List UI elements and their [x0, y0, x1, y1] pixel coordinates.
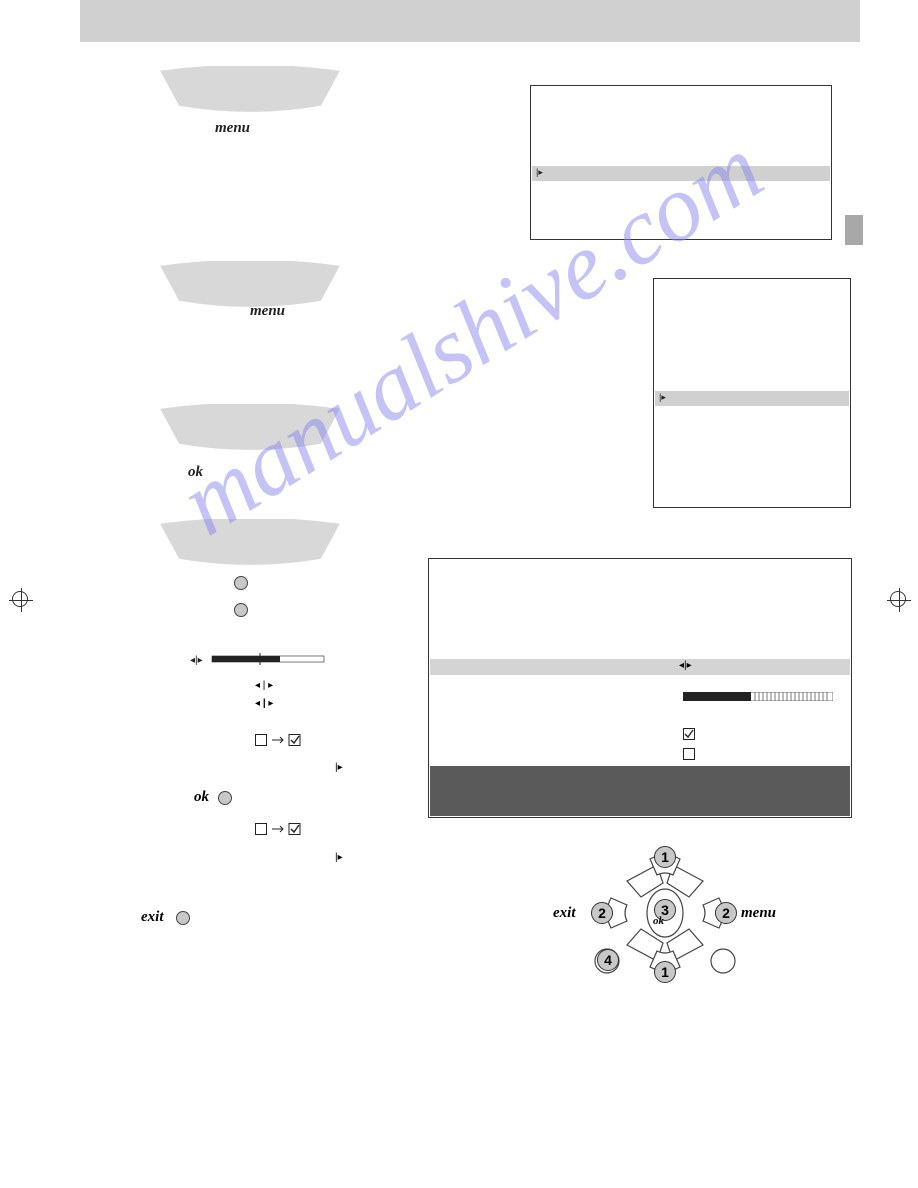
svg-text:◂|▸: ◂|▸ [190, 655, 203, 665]
nav-symbol-2: ◂ | ▸ [255, 698, 273, 709]
step-circle-2 [234, 603, 248, 622]
dpad-diagram: 1 2 3 2 4 1 exit menu ok [565, 843, 765, 1013]
box3-highlight-row [430, 659, 850, 675]
crop-mark-right [890, 591, 906, 607]
menu-screen-1: |▸ [530, 85, 832, 240]
marker-symbol-1: |▸ [335, 762, 343, 773]
ok-label-2: ok [194, 788, 209, 806]
menu-screen-3: ◂|▸ [428, 558, 852, 818]
dpad-num-1-bottom: 1 [654, 961, 676, 983]
menu2-highlight-row [655, 391, 849, 406]
exit-label-1: exit [141, 908, 164, 926]
menu-screen-2: |▸ [653, 278, 851, 508]
menu-label-2: menu [250, 303, 285, 320]
dpad-num-2-right: 2 [715, 902, 737, 924]
progress-bar [683, 688, 833, 697]
menu2-marker-icon: |▸ [659, 392, 666, 403]
marker-symbol-2: |▸ [335, 852, 343, 863]
menu1-highlight-row [532, 166, 830, 181]
menu1-marker-icon: |▸ [536, 167, 543, 178]
dpad-ok-label: ok [653, 915, 664, 927]
box3-dark-band [430, 766, 850, 816]
dpad-exit-label: exit [553, 905, 576, 922]
nav-symbol-1: ◂ | ▸ [255, 680, 273, 691]
side-tab [845, 215, 863, 245]
nav-arrows-icon: ◂|▸ [679, 660, 692, 671]
slider-symbol: ◂|▸ [190, 652, 340, 670]
dpad-num-2-left: 2 [591, 902, 613, 924]
dpad-num-1-top: 1 [654, 846, 676, 868]
remote-button-4 [150, 519, 350, 571]
dpad-num-4: 4 [597, 949, 619, 971]
crop-mark-left [12, 591, 28, 607]
remote-button-1 [150, 66, 350, 118]
checkbox-checked-icon [683, 727, 695, 745]
ok-circle [218, 791, 232, 810]
top-bar [80, 0, 860, 42]
checkbox-transform-2 [255, 822, 305, 840]
exit-circle [176, 911, 190, 930]
menu-label-1: menu [215, 120, 250, 137]
checkbox-unchecked-icon [683, 747, 695, 765]
step-circle-1 [234, 576, 248, 595]
checkbox-transform-1 [255, 733, 305, 751]
dpad-menu-label: menu [741, 905, 776, 922]
ok-label-1: ok [188, 464, 203, 481]
remote-button-3 [150, 404, 350, 456]
